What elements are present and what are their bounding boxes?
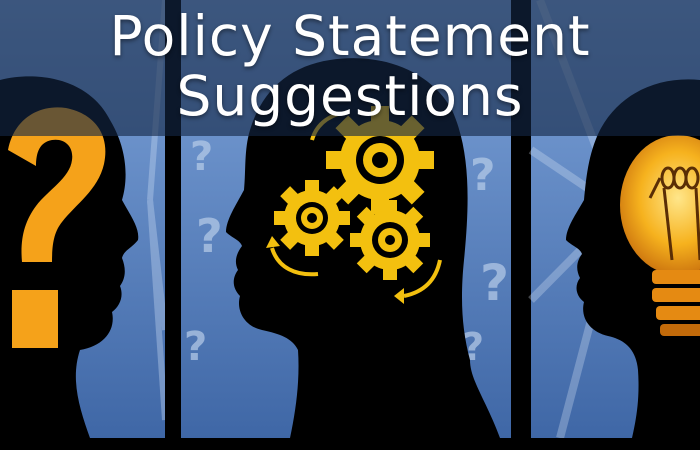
panel-lightbulb bbox=[528, 0, 700, 440]
question-mark-icon bbox=[8, 107, 106, 348]
title-banner bbox=[0, 0, 700, 136]
svg-text:?: ? bbox=[190, 134, 213, 180]
svg-text:?: ? bbox=[184, 324, 207, 370]
lightbulb-icon bbox=[620, 135, 700, 336]
title-line-2: Suggestions bbox=[176, 64, 524, 128]
title-line-1: Policy Statement bbox=[109, 4, 591, 68]
svg-text:?: ? bbox=[196, 209, 223, 263]
svg-text:?: ? bbox=[470, 150, 496, 201]
svg-text:?: ? bbox=[480, 254, 509, 312]
page-title: Policy Statement Suggestions bbox=[0, 6, 700, 126]
